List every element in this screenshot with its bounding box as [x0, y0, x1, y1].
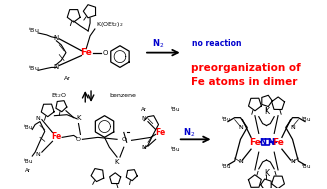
Text: N: N: [290, 125, 295, 130]
Text: Fe: Fe: [80, 48, 92, 57]
Text: N: N: [238, 160, 243, 164]
Text: Et$_2$O: Et$_2$O: [51, 91, 67, 100]
Text: O: O: [103, 50, 108, 56]
Text: N: N: [267, 138, 274, 147]
Text: benzene: benzene: [109, 94, 136, 98]
Text: $^t$Bu: $^t$Bu: [23, 123, 33, 132]
Text: Fe atoms in dimer: Fe atoms in dimer: [191, 77, 298, 87]
Text: N: N: [142, 116, 146, 121]
Text: $^t$Bu: $^t$Bu: [170, 145, 181, 154]
Text: Fe: Fe: [51, 132, 61, 141]
Text: $^t$Bu: $^t$Bu: [28, 64, 40, 73]
Text: O: O: [121, 137, 126, 142]
Text: N: N: [238, 125, 243, 130]
Text: $^t$Bu: $^t$Bu: [221, 115, 232, 124]
Text: Ar: Ar: [26, 168, 31, 173]
Text: preorganization of: preorganization of: [191, 63, 301, 73]
Text: N: N: [54, 64, 59, 70]
Text: K: K: [76, 115, 81, 121]
Text: K: K: [264, 107, 269, 116]
Text: Ar: Ar: [63, 76, 70, 81]
Text: K: K: [115, 159, 119, 165]
Text: K: K: [264, 169, 269, 178]
Text: $^t$Bu: $^t$Bu: [28, 26, 40, 35]
Text: Fe: Fe: [272, 138, 284, 147]
Text: Fe: Fe: [155, 128, 165, 137]
Text: N$_2$: N$_2$: [183, 126, 196, 139]
Text: $^t$Bu: $^t$Bu: [301, 115, 312, 124]
Text: K(OEt$_2$)$_2$: K(OEt$_2$)$_2$: [96, 19, 124, 29]
Text: N: N: [259, 138, 266, 147]
Text: N: N: [54, 35, 59, 41]
Text: N: N: [36, 152, 41, 157]
Text: N: N: [142, 145, 146, 150]
Text: N: N: [36, 116, 41, 121]
Text: N$_2$: N$_2$: [152, 37, 164, 50]
Text: no reaction: no reaction: [192, 39, 242, 48]
Text: N: N: [290, 160, 295, 164]
Text: Ar: Ar: [141, 107, 147, 112]
Text: O: O: [76, 137, 81, 142]
Text: Fe: Fe: [249, 138, 261, 147]
Text: $^t$Bu: $^t$Bu: [221, 163, 232, 171]
Text: $^t$Bu: $^t$Bu: [301, 163, 312, 171]
Text: $^t$Bu: $^t$Bu: [170, 105, 181, 114]
Text: $^t$Bu: $^t$Bu: [23, 158, 33, 167]
